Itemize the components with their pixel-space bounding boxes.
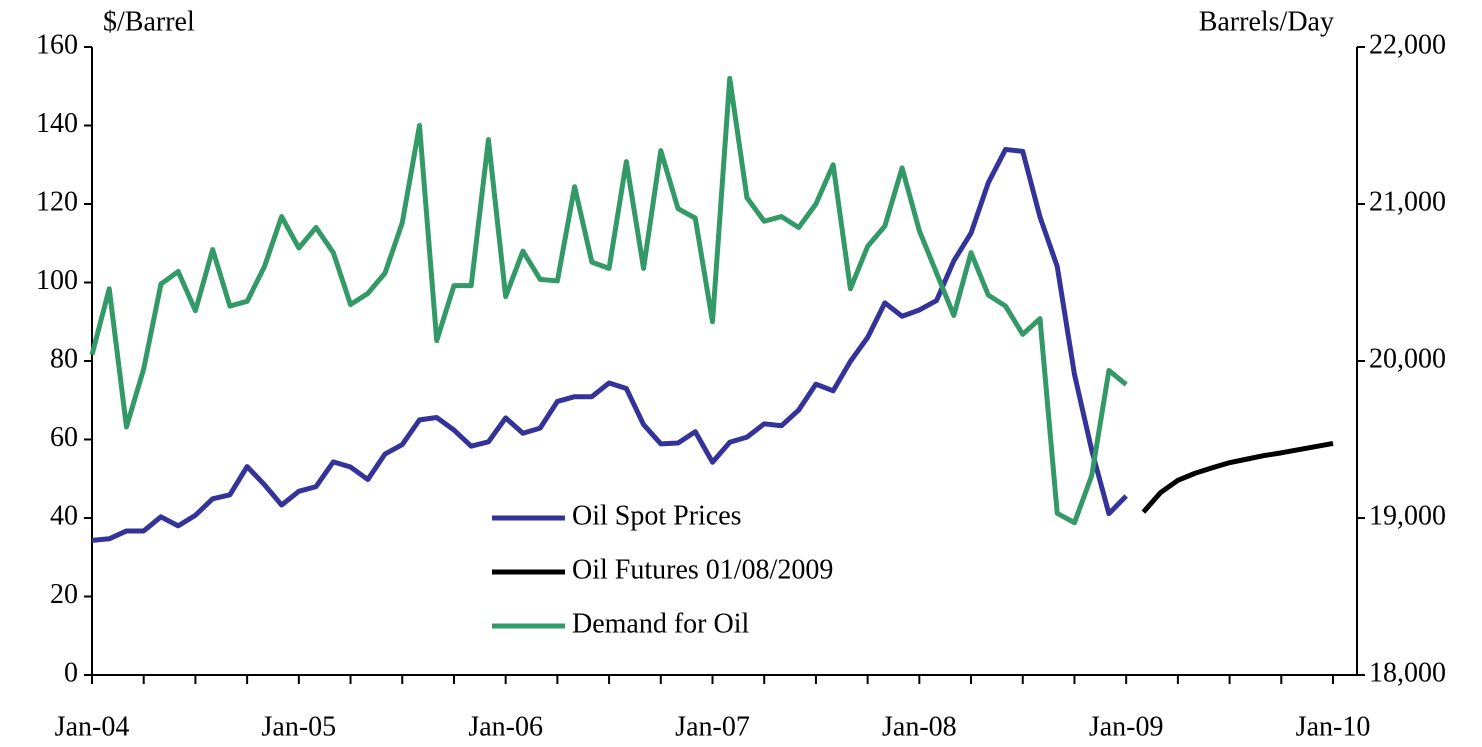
series-line: [1141, 440, 1334, 514]
legend-label: Oil Futures 01/08/2009: [572, 554, 833, 585]
y2-tick-label: 19,000: [1369, 500, 1446, 531]
y-tick-label: 20: [50, 579, 78, 610]
y-tick-label: 80: [50, 343, 78, 374]
y-axis-label: $/Barrel: [103, 6, 195, 37]
y-tick-label: 160: [36, 29, 78, 60]
x-tick-label: Jan-05: [262, 711, 337, 742]
y-tick-label: 60: [50, 422, 78, 453]
x-tick-label: Jan-09: [1089, 711, 1164, 742]
y2-axis-label: Barrels/Day: [1199, 6, 1334, 37]
series-line: [91, 146, 1128, 543]
x-tick-label: Jan-04: [55, 711, 130, 742]
y-tick-label: 140: [36, 108, 78, 139]
y-tick-label: 100: [36, 265, 78, 296]
x-tick-label: Jan-10: [1296, 711, 1371, 742]
y2-tick-label: 18,000: [1369, 657, 1446, 688]
y-tick-label: 0: [64, 657, 78, 688]
x-tick-label: Jan-06: [468, 711, 543, 742]
y2-tick-label: 20,000: [1369, 343, 1446, 374]
y-tick-label: 120: [36, 186, 78, 217]
x-tick-label: Jan-08: [882, 711, 957, 742]
x-tick-label: Jan-07: [675, 711, 750, 742]
series-line: [89, 75, 1128, 526]
y-tick-label: 40: [50, 500, 78, 531]
legend-label: Demand for Oil: [572, 608, 750, 639]
y2-tick-label: 22,000: [1369, 29, 1446, 60]
y2-tick-label: 21,000: [1369, 186, 1446, 217]
legend-label: Oil Spot Prices: [572, 500, 742, 531]
